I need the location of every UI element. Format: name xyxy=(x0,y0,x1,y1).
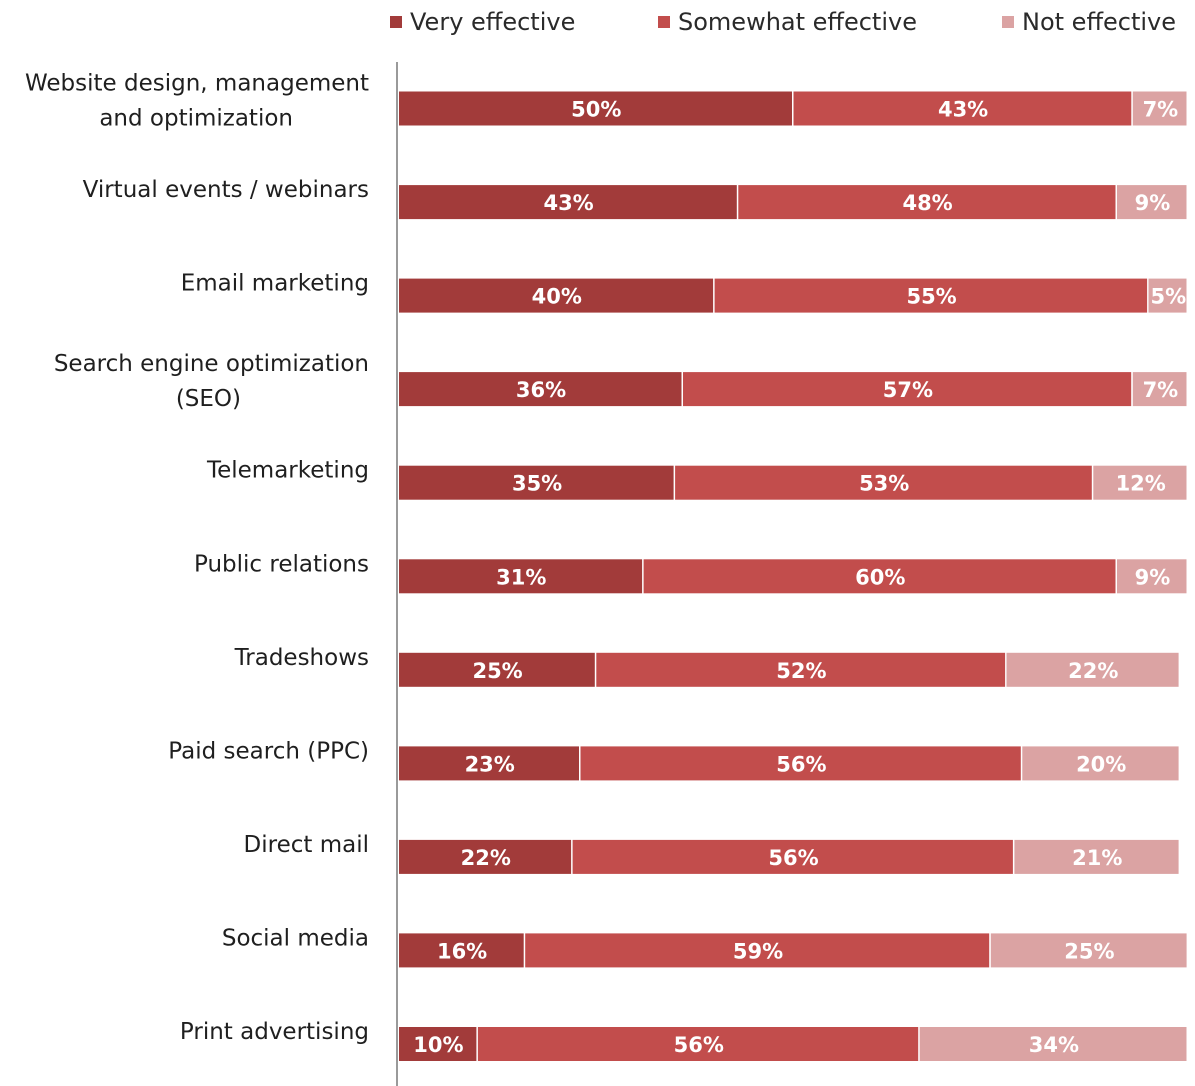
category-label-tradeshows: Tradeshows xyxy=(234,645,369,671)
data-label-tradeshows-somewhat-effective: 52% xyxy=(776,659,826,683)
bar-tradeshows-very-effective xyxy=(399,652,595,687)
bar-tradeshows-somewhat-effective xyxy=(596,652,1006,687)
data-label-telemarketing-somewhat-effective: 53% xyxy=(859,472,909,496)
data-label-paid-search-ppc-somewhat-effective: 56% xyxy=(776,752,826,776)
data-label-email-marketing-not-effective: 5% xyxy=(1150,285,1186,309)
bar-virtual-events-webinars-not-effective xyxy=(1117,185,1187,220)
bar-email-marketing-very-effective xyxy=(399,278,714,313)
data-label-paid-search-ppc-very-effective: 23% xyxy=(465,752,515,776)
bar-telemarketing-not-effective xyxy=(1093,465,1187,500)
category-label-public-relations: Public relations xyxy=(194,551,369,577)
bar-print-advertising-very-effective xyxy=(399,1027,477,1061)
legend-label-very-effective: Very effective xyxy=(410,8,575,36)
legend-swatch-not-effective xyxy=(1002,16,1014,28)
bar-search-engine-optimization-seo-somewhat-effective xyxy=(683,372,1132,407)
bar-public-relations-somewhat-effective xyxy=(643,559,1116,594)
legend-label-not-effective: Not effective xyxy=(1022,8,1176,36)
data-label-website-design-management-and-optimization-very-effective: 50% xyxy=(571,98,621,122)
category-label-website-design-management-and-optimization: Website design, management and optimizati… xyxy=(25,71,369,132)
category-label-telemarketing: Telemarketing xyxy=(206,458,369,484)
legend-label-somewhat-effective: Somewhat effective xyxy=(678,8,917,36)
data-label-tradeshows-not-effective: 22% xyxy=(1068,659,1118,683)
bar-public-relations-not-effective xyxy=(1117,559,1187,594)
bar-email-marketing-somewhat-effective xyxy=(714,278,1148,313)
data-label-website-design-management-and-optimization-somewhat-effective: 43% xyxy=(938,98,988,122)
category-label-paid-search-ppc: Paid search (PPC) xyxy=(168,738,369,764)
bar-social-media-not-effective xyxy=(990,933,1187,968)
bar-website-design-management-and-optimization-not-effective xyxy=(1132,91,1187,126)
bar-paid-search-ppc-very-effective xyxy=(399,746,579,781)
data-label-public-relations-not-effective: 9% xyxy=(1135,565,1171,589)
bar-telemarketing-very-effective xyxy=(399,465,674,500)
data-label-email-marketing-very-effective: 40% xyxy=(532,285,582,309)
data-label-direct-mail-very-effective: 22% xyxy=(461,846,511,870)
category-label-search-engine-optimization-seo: Search engine optimization (SEO) xyxy=(54,351,369,412)
data-label-telemarketing-not-effective: 12% xyxy=(1116,472,1166,496)
data-label-paid-search-ppc-not-effective: 20% xyxy=(1076,752,1126,776)
category-labels: Website design, management and optimizati… xyxy=(25,71,369,1046)
data-label-print-advertising-somewhat-effective: 56% xyxy=(674,1033,724,1057)
data-label-social-media-not-effective: 25% xyxy=(1064,939,1114,963)
bar-tradeshows-not-effective xyxy=(1006,652,1179,687)
legend: Very effective Somewhat effective Not effe… xyxy=(390,8,1176,36)
bar-print-advertising-not-effective xyxy=(919,1027,1187,1061)
category-label-social-media: Social media xyxy=(222,925,369,951)
bar-direct-mail-very-effective xyxy=(399,839,572,874)
data-label-social-media-very-effective: 16% xyxy=(437,939,487,963)
data-label-print-advertising-very-effective: 10% xyxy=(413,1033,463,1057)
bar-search-engine-optimization-seo-very-effective xyxy=(399,372,682,407)
bar-email-marketing-not-effective xyxy=(1148,278,1187,313)
data-label-telemarketing-very-effective: 35% xyxy=(512,472,562,496)
bar-segments xyxy=(399,91,1187,1061)
data-label-direct-mail-not-effective: 21% xyxy=(1072,846,1122,870)
bar-website-design-management-and-optimization-very-effective xyxy=(399,91,792,126)
data-label-search-engine-optimization-seo-not-effective: 7% xyxy=(1143,378,1179,402)
data-label-website-design-management-and-optimization-not-effective: 7% xyxy=(1143,98,1179,122)
data-label-print-advertising-not-effective: 34% xyxy=(1029,1033,1079,1057)
category-label-email-marketing: Email marketing xyxy=(181,271,369,297)
bar-direct-mail-not-effective xyxy=(1014,839,1179,874)
bar-print-advertising-somewhat-effective xyxy=(477,1027,919,1061)
bar-search-engine-optimization-seo-not-effective xyxy=(1132,372,1187,407)
bar-social-media-somewhat-effective xyxy=(525,933,990,968)
data-label-search-engine-optimization-seo-somewhat-effective: 57% xyxy=(883,378,933,402)
data-labels: 50% 43% 7% 43% 48% 9% 40% 55% 5% 36% 57% 7% 35% 53% 12… xyxy=(413,98,1186,1058)
category-label-direct-mail: Direct mail xyxy=(244,832,369,858)
bar-virtual-events-webinars-somewhat-effective xyxy=(738,185,1116,220)
bar-social-media-very-effective xyxy=(399,933,524,968)
bar-public-relations-very-effective xyxy=(399,559,643,594)
data-label-tradeshows-very-effective: 25% xyxy=(472,659,522,683)
data-label-search-engine-optimization-seo-very-effective: 36% xyxy=(516,378,566,402)
data-label-virtual-events-webinars-very-effective: 43% xyxy=(543,191,593,215)
data-label-public-relations-somewhat-effective: 60% xyxy=(855,565,905,589)
data-label-virtual-events-webinars-not-effective: 9% xyxy=(1135,191,1171,215)
data-label-direct-mail-somewhat-effective: 56% xyxy=(768,846,818,870)
bar-paid-search-ppc-not-effective xyxy=(1022,746,1179,781)
data-label-email-marketing-somewhat-effective: 55% xyxy=(906,285,956,309)
category-label-virtual-events-webinars: Virtual events / webinars xyxy=(83,177,369,203)
bar-telemarketing-somewhat-effective xyxy=(675,465,1092,500)
bar-virtual-events-webinars-very-effective xyxy=(399,185,737,220)
bar-direct-mail-somewhat-effective xyxy=(572,839,1013,874)
category-label-print-advertising: Print advertising xyxy=(180,1019,369,1045)
bar-website-design-management-and-optimization-somewhat-effective xyxy=(793,91,1132,126)
data-label-social-media-somewhat-effective: 59% xyxy=(733,939,783,963)
bar-paid-search-ppc-somewhat-effective xyxy=(580,746,1021,781)
legend-swatch-very-effective xyxy=(390,16,402,28)
data-label-virtual-events-webinars-somewhat-effective: 48% xyxy=(902,191,952,215)
data-label-public-relations-very-effective: 31% xyxy=(496,565,546,589)
legend-swatch-somewhat-effective xyxy=(658,16,670,28)
